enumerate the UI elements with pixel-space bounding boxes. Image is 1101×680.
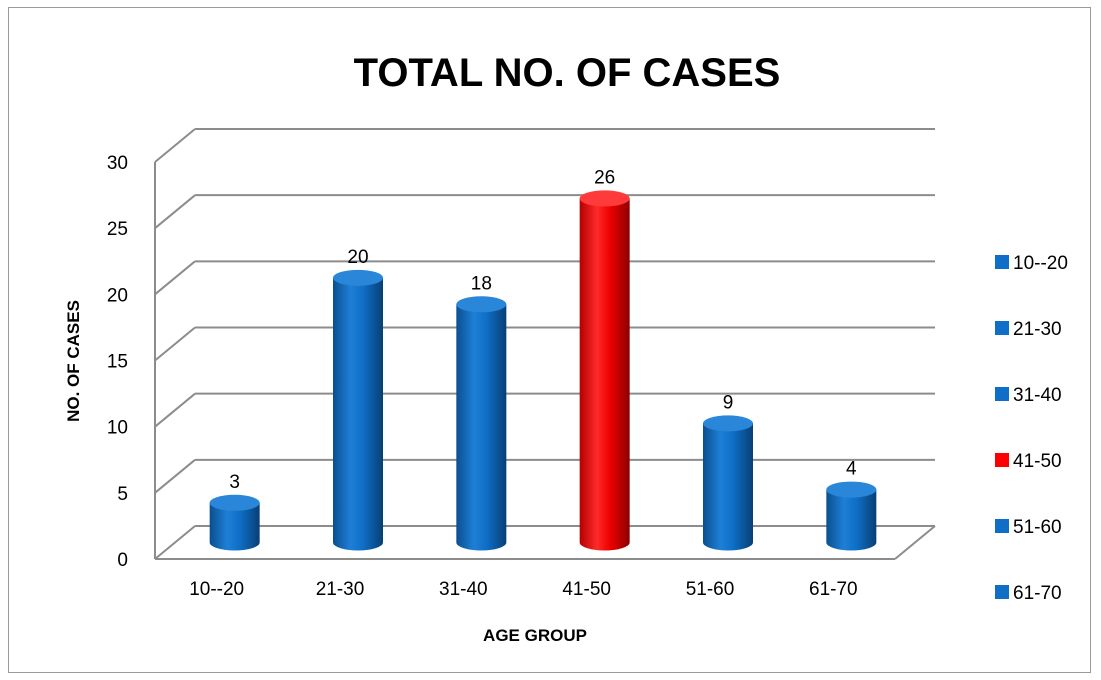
gridlines <box>154 128 936 560</box>
gridline-side <box>154 260 196 296</box>
data-label: 3 <box>229 472 240 493</box>
bar-top <box>826 481 877 498</box>
bar-body <box>456 304 507 551</box>
y-axis-ticks: 0 5 10 15 20 25 30 <box>107 153 128 571</box>
x-axis-ticks: 10--20 21-30 31-40 41-50 51-60 61-70 <box>189 579 857 600</box>
y-tick-label: 0 <box>117 550 128 571</box>
x-tick-label: 51-60 <box>686 579 735 600</box>
bar-31-40: 18 <box>456 273 507 551</box>
y-tick-label: 20 <box>107 285 128 306</box>
bars: 3 20 18 26 9 4 <box>209 167 877 551</box>
legend-swatch <box>995 321 1009 335</box>
bar-61-70: 4 <box>826 459 877 551</box>
bar-10--20: 3 <box>209 472 260 551</box>
gridline-side <box>154 194 196 229</box>
gridline-side <box>154 392 196 428</box>
y-tick-label: 5 <box>117 484 128 505</box>
data-label: 18 <box>471 273 492 294</box>
bar-top <box>333 269 383 286</box>
gridline-side <box>154 459 196 494</box>
y-axis-title: NO. OF CASES <box>64 300 83 422</box>
x-tick-label: 61-70 <box>809 579 858 600</box>
bar-body <box>333 277 383 551</box>
y-tick-label: 15 <box>107 352 128 373</box>
bar-top <box>456 296 507 313</box>
y-tick-label: 25 <box>107 219 128 240</box>
legend-swatch <box>995 585 1009 599</box>
legend: 10--20 21-30 31-40 41-50 51-60 61-70 <box>995 253 1068 604</box>
bar-top <box>579 190 630 207</box>
data-label: 20 <box>347 247 368 268</box>
legend-label: 31-40 <box>1013 385 1062 406</box>
chart-frame <box>8 7 1091 673</box>
bar-top <box>209 494 260 511</box>
bar-body <box>579 198 630 551</box>
y-tick-label: 10 <box>107 418 128 439</box>
legend-label: 51-60 <box>1013 517 1062 538</box>
bar-41-50: 26 <box>579 167 630 551</box>
legend-swatch <box>995 519 1009 533</box>
x-tick-label: 10--20 <box>189 579 244 600</box>
x-axis-title: AGE GROUP <box>483 626 587 645</box>
x-tick-label: 21-30 <box>316 579 365 600</box>
bar-body <box>826 489 877 551</box>
chart-title: TOTAL NO. OF CASES <box>354 51 781 95</box>
bar-body <box>209 502 260 551</box>
bar-51-60: 9 <box>703 392 753 551</box>
floor-right-edge <box>894 525 936 560</box>
legend-swatch <box>995 255 1009 269</box>
legend-label: 41-50 <box>1013 451 1062 472</box>
x-tick-label: 41-50 <box>562 579 611 600</box>
bar-body <box>703 423 753 551</box>
gridline-side <box>154 525 196 560</box>
legend-label: 10--20 <box>1013 253 1068 274</box>
gridline-side <box>154 128 196 163</box>
bar-top <box>703 415 753 432</box>
legend-label: 21-30 <box>1013 319 1062 340</box>
x-tick-label: 31-40 <box>439 579 488 600</box>
y-tick-label: 30 <box>107 153 128 174</box>
bar-21-30: 20 <box>333 247 383 551</box>
data-label: 26 <box>594 167 615 188</box>
legend-label: 61-70 <box>1013 583 1062 604</box>
legend-swatch <box>995 387 1009 401</box>
data-label: 4 <box>846 459 857 480</box>
legend-swatch <box>995 453 1009 467</box>
gridline-side <box>154 326 196 362</box>
data-label: 9 <box>723 392 734 413</box>
